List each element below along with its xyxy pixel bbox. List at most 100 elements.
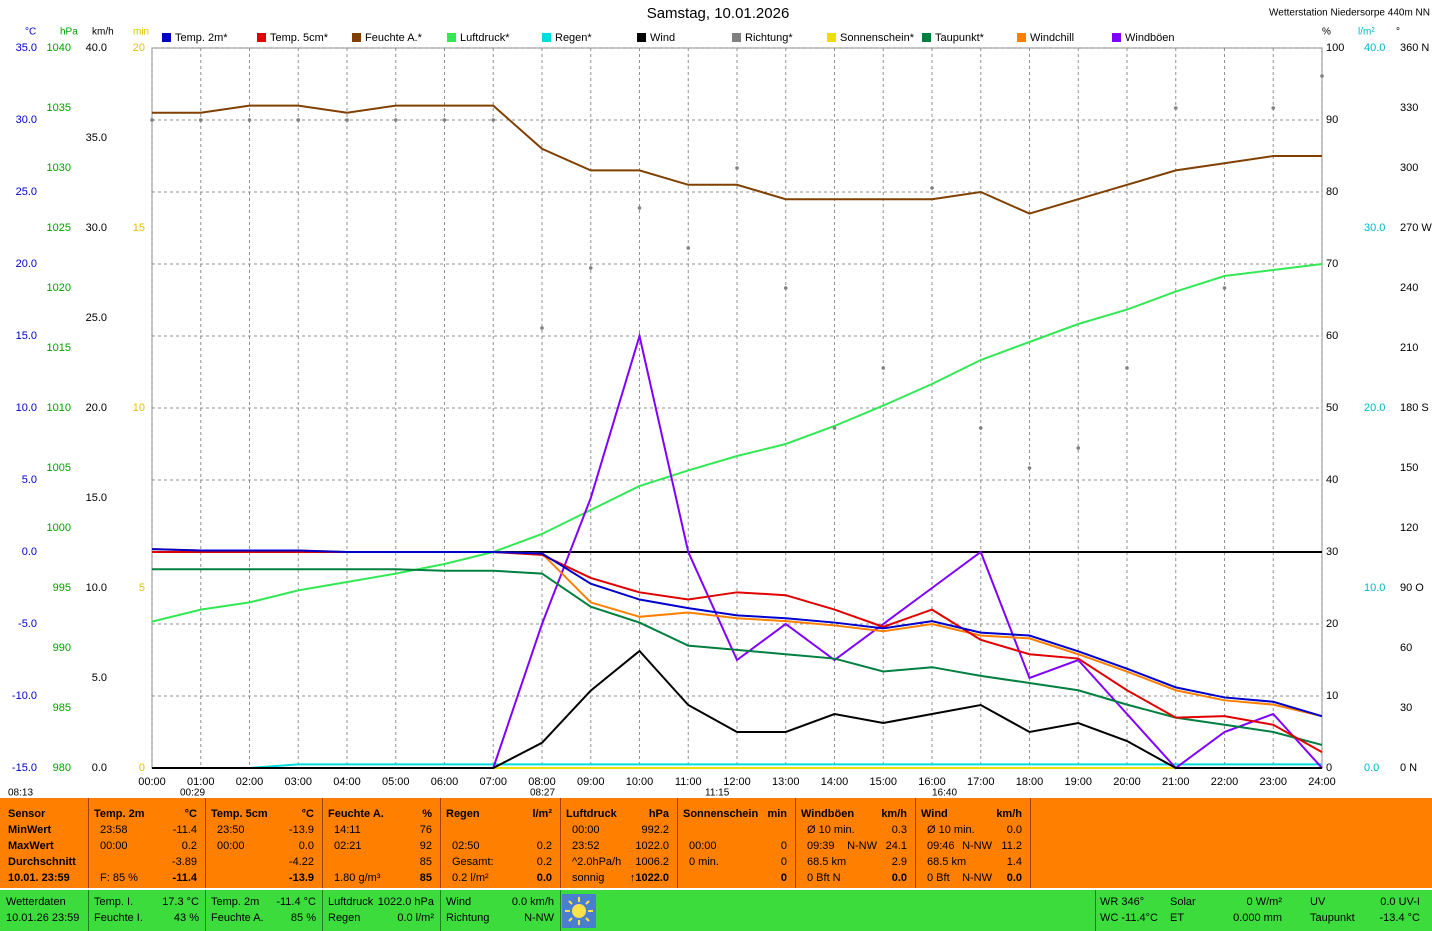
footer-panel: Wetterdaten 10.01.26 23:59 Temp. I. 17.3 °C… (0, 890, 1432, 931)
stat-label: ^2.0hPa/h (572, 856, 622, 868)
legend-swatch (447, 33, 456, 42)
stat-value: 0.2 (536, 840, 552, 852)
y-tick-label: 90 O (1400, 582, 1424, 594)
chart-title: Samstag, 10.01.2026 (647, 5, 790, 22)
footer-label: Regen (328, 912, 361, 924)
stat-value: 11.2 (1001, 840, 1022, 852)
stat-label: Ø 10 min. (927, 824, 975, 836)
stat-direction: N-NW (847, 840, 877, 852)
legend-label: Regen* (555, 32, 592, 44)
annotation: 11:15 (705, 788, 730, 798)
stat-label: 00:00 (572, 824, 600, 836)
data-point (881, 366, 886, 370)
stat-label: 09:46 (927, 840, 955, 852)
footer-value: 85 % (290, 912, 316, 924)
grid (151, 47, 1323, 769)
stat-label: 68.5 km (807, 856, 847, 868)
data-point (1320, 74, 1324, 78)
row-label: Sensor (8, 808, 46, 820)
footer-value: N-NW (524, 912, 554, 924)
data-point (686, 246, 691, 250)
y-tick-label: -5.0 (18, 618, 37, 630)
footer-text: Taupunkt (1310, 912, 1355, 924)
annotation: 08:27 (530, 788, 555, 798)
panel-unit: km/h (996, 808, 1022, 820)
legend-label: Luftdruck* (460, 32, 510, 44)
stat-value: -13.9 (288, 872, 314, 884)
y-tick-label: 10.0 (86, 582, 107, 594)
footer-label: Luftdruck (328, 896, 374, 908)
y-tick-label: 40.0 (86, 42, 107, 54)
chart: Samstag, 10.01.2026 Wetterstation Nieder… (8, 5, 1432, 799)
panel-title: Regen (446, 808, 480, 820)
y-tick-label: 50 (1326, 402, 1338, 414)
stat-value: 24.1 (885, 840, 907, 852)
panel-title: Luftdruck (566, 808, 617, 820)
stat-value: 92 (419, 840, 432, 852)
x-tick-label: 19:00 (1064, 776, 1092, 788)
y-tick-label: 5.0 (22, 474, 37, 486)
stat-value: 85 (419, 856, 432, 868)
footer-label: Wetterdaten (6, 896, 66, 908)
legend-swatch (542, 33, 551, 42)
panel-unit: hPa (648, 808, 669, 820)
legend-swatch (162, 33, 171, 42)
panel-title: Sonnenschein (683, 808, 759, 820)
axis-unit: °C (25, 27, 36, 38)
footer-value: 0.0 km/h (511, 896, 554, 908)
stat-value: 0 (780, 872, 787, 884)
y-tick-label: 70 (1326, 258, 1338, 270)
y-tick-label: 330 (1400, 102, 1418, 114)
data-point (930, 186, 934, 190)
data-point (1173, 106, 1178, 110)
legend-swatch (1112, 33, 1121, 42)
y-tick-label: 240 (1400, 282, 1418, 294)
y-tick-label: 0 N (1400, 762, 1417, 774)
stat-value: 2.9 (891, 856, 907, 868)
row-label: 10.01. 23:59 (8, 872, 70, 884)
statistics-panel: Sensor MinWert MaxWert Durchschnitt 10.01. 2… (0, 798, 1432, 888)
stat-value: 0 (780, 840, 787, 852)
panel-unit: °C (301, 808, 314, 820)
separator (205, 798, 206, 888)
data-point (247, 118, 252, 122)
x-tick-label: 23:00 (1259, 776, 1287, 788)
y-tick-label: 60 (1326, 330, 1338, 342)
stat-label: sonnig (572, 872, 605, 884)
stat-label: 00:00 (100, 840, 128, 852)
x-tick-label: 24:00 (1308, 776, 1336, 788)
x-tick-label: 21:00 (1162, 776, 1190, 788)
data-point (637, 206, 642, 210)
stat-label: 0 min. (689, 856, 719, 868)
y-tick-label: 1040 (47, 42, 71, 54)
y-tick-label: 15.0 (86, 492, 107, 504)
y-tick-label: 20 (1326, 618, 1338, 630)
separator (88, 890, 89, 931)
footer-text: -13.4 °C (1379, 912, 1420, 924)
y-tick-label: 0.0 (22, 546, 37, 558)
footer-value: -11.4 °C (276, 896, 316, 908)
stat-label: 0 Bft (927, 872, 950, 884)
separator (1030, 798, 1031, 888)
panel-title: Temp. 2m (94, 808, 145, 820)
y-tick-label: 180 S (1400, 402, 1429, 414)
legend-swatch (827, 33, 836, 42)
legend-label: Richtung* (745, 32, 793, 44)
separator (915, 798, 916, 888)
stat-label: 68.5 km (927, 856, 967, 868)
footer-text: 0.000 mm (1233, 912, 1282, 924)
footer-label: 10.01.26 23:59 (6, 912, 80, 924)
y-tick-label: 90 (1326, 114, 1338, 126)
y-tick-label: 100 (1326, 42, 1344, 54)
y-tick-label: 20.0 (86, 402, 107, 414)
panel-title: Windböen (801, 808, 855, 820)
y-tick-label: 10.0 (16, 402, 37, 414)
y-tick-label: 5 (139, 582, 145, 594)
separator (205, 890, 206, 931)
footer-label: Richtung (446, 912, 490, 924)
axis-unit: hPa (60, 27, 78, 38)
x-tick-label: 16:00 (918, 776, 946, 788)
annotation: 00:29 (180, 788, 205, 798)
stat-direction: N-NW (962, 872, 992, 884)
data-line (152, 568, 1323, 746)
